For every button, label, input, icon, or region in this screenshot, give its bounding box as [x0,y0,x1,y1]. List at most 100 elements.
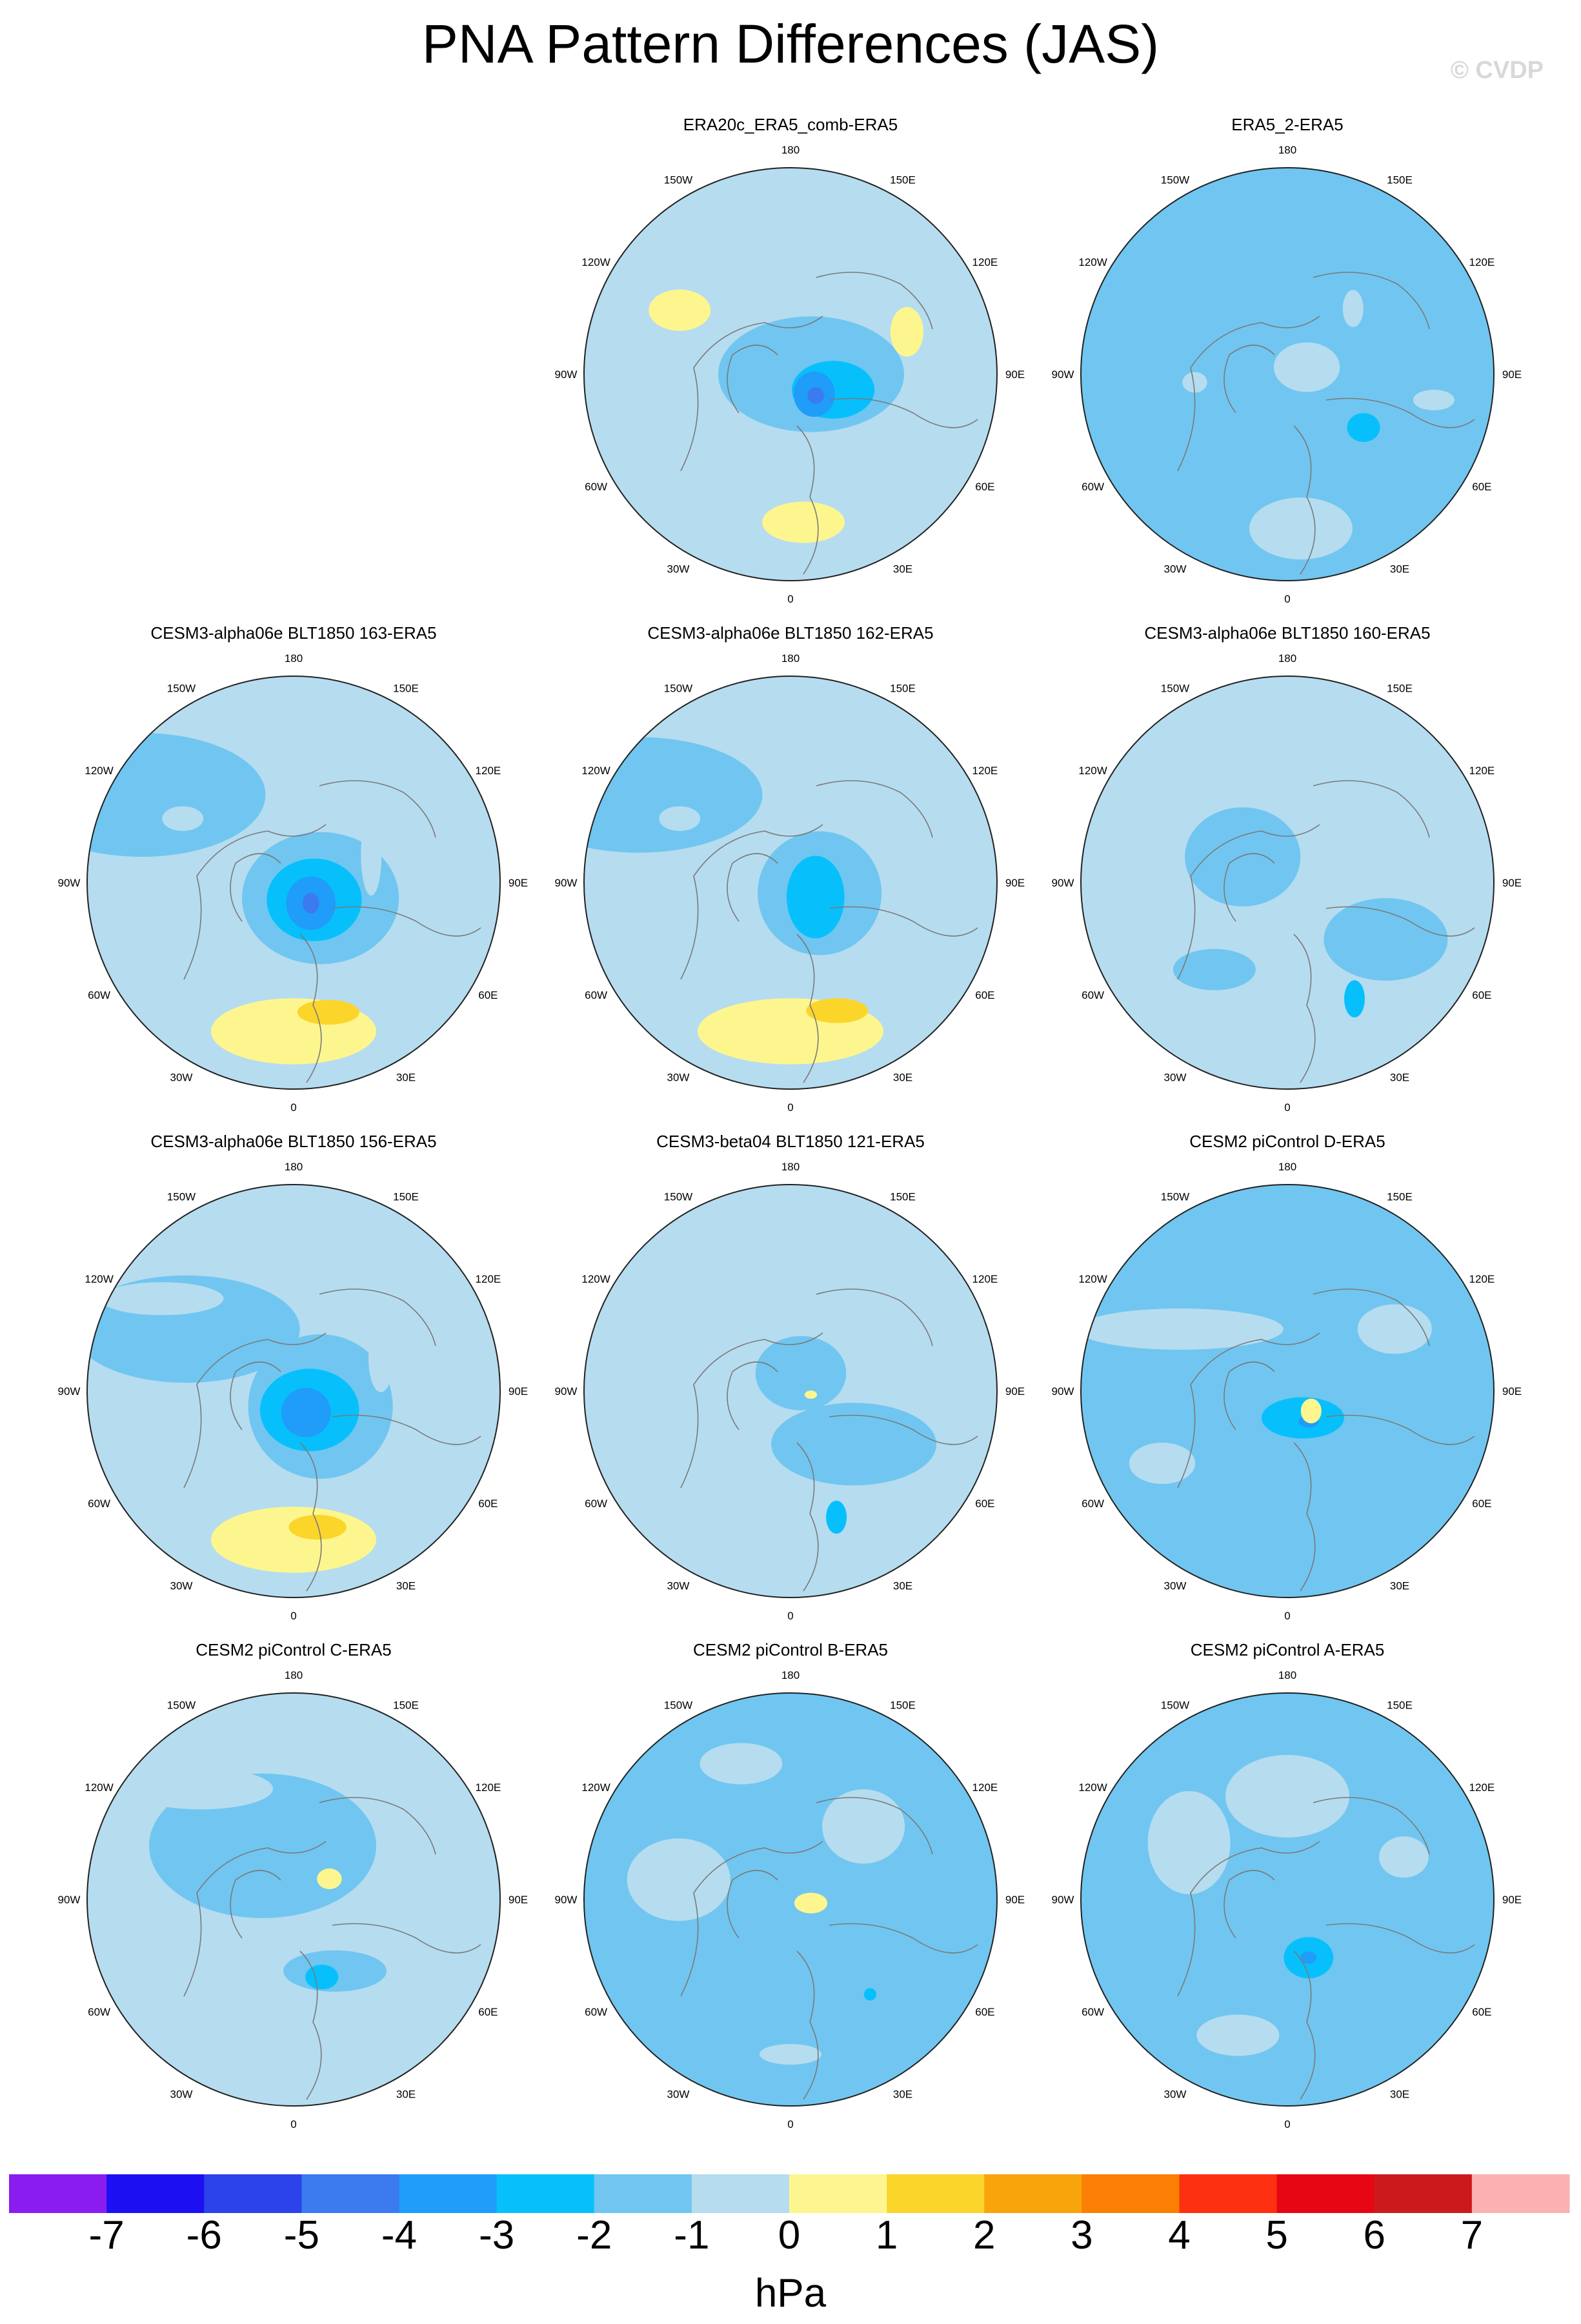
coastline [183,1841,327,1997]
coastline [829,906,978,937]
coastline [796,1950,819,2100]
longitude-label: 150E [393,683,419,695]
panel-title: ERA20c_ERA5_comb-ERA5 [683,115,898,134]
map-boundary [1080,1184,1495,1598]
longitude-label: 150E [1387,683,1413,695]
colorbar-swatch [1276,2174,1375,2213]
longitude-label: 60W [88,989,110,1001]
longitude-label: 150W [167,683,196,695]
coastline [1177,1841,1320,1997]
colorbar-swatch [496,2174,595,2213]
longitude-label: 30W [667,1071,690,1083]
longitude-label: 120E [476,1781,501,1794]
coastline [727,1361,778,1430]
polar-map: 180 150E 120E 90E 60E 30E 0 30W 60W 90W 120W 150W [1052,1669,1522,2130]
coastline [796,425,819,575]
longitude-label: 120W [581,765,610,777]
coastline [829,1414,978,1445]
longitude-label: 30W [667,2088,690,2100]
polar-map: 180 150E 120E 90E 60E 30E 0 30W 60W 90W 120W 150W [1052,652,1522,1114]
coastline [1293,1950,1316,2100]
coastline [829,397,978,428]
longitude-label: 0 [290,1101,296,1114]
coastline [299,1950,322,2100]
coastline [1313,1288,1430,1347]
polar-map: 180 150E 120E 90E 60E 30E 0 30W 60W 90W 120W 150W [555,1161,1025,1622]
anomaly-contour-region [1357,1304,1432,1354]
longitude-label: 30E [396,1579,416,1592]
colorbar-tick-label: -4 [381,2213,418,2258]
longitude-label: 90E [1005,1385,1025,1397]
longitude-label: 150W [664,174,692,186]
longitude-label: 180 [1278,652,1296,665]
longitude-label: 0 [290,1610,296,1622]
colorbar-tick-label: -5 [283,2213,319,2258]
colorbar-swatch [691,2174,790,2213]
anomaly-contour-region [804,1390,818,1399]
longitude-label: 150W [1161,174,1189,186]
longitude-label: 90E [509,1385,528,1397]
longitude-label: 120E [1469,1781,1495,1794]
anomaly-contour-region [1342,290,1364,328]
colorbar-swatch [1179,2174,1278,2213]
coastline [796,1442,819,1592]
longitude-label: 60E [478,1498,498,1510]
colorbar-tick-label: -6 [186,2213,222,2258]
coastline [727,1870,778,1939]
anomaly-contour-region [211,1507,376,1573]
coastline [183,1332,327,1488]
longitude-label: 30E [396,1071,416,1083]
longitude-label: 30W [170,1071,193,1083]
map-boundary [86,1692,501,2107]
longitude-label: 180 [1278,1161,1296,1173]
longitude-label: 60E [975,1498,994,1510]
anomaly-contour-region [863,1988,876,2001]
panel-title: ERA5_2-ERA5 [1231,115,1344,134]
longitude-label: 150W [1161,683,1189,695]
longitude-label: 150W [167,1191,196,1203]
longitude-label: 120W [581,256,610,268]
coastline [319,1797,436,1855]
anomaly-contour-region [1344,980,1365,1017]
map-boundary [1080,676,1495,1090]
coastline [332,1923,481,1954]
anomaly-contour-region [1173,948,1256,990]
longitude-label: 30E [1390,563,1409,575]
longitude-label: 120W [1078,765,1107,777]
map-panel: CESM3-alpha06e BLT1850 162-ERA5 180 150E 12… [545,618,1036,1128]
anomaly-contour-region [1249,497,1353,560]
coastline [680,1841,823,1997]
coastline [230,1361,281,1430]
longitude-label: 30W [1164,1579,1187,1592]
longitude-label: 0 [1284,1610,1290,1622]
longitude-label: 30W [170,2088,193,2100]
anomaly-contour-region [807,387,824,404]
anomaly-contour-region [1300,1398,1322,1424]
anomaly-contour-region [826,1500,847,1534]
longitude-label: 30E [893,2088,912,2100]
longitude-label: 0 [1284,2118,1290,2130]
map-panel: CESM3-alpha06e BLT1850 160-ERA5 180 150E 12… [1042,618,1533,1128]
longitude-label: 90E [509,1894,528,1906]
coastline [1325,906,1475,937]
colorbar-swatch [301,2174,400,2213]
longitude-label: 120E [972,1273,998,1285]
coastline [332,1414,481,1445]
longitude-label: 90W [58,1385,81,1397]
longitude-label: 90W [555,1894,578,1906]
polar-map: 180 150E 120E 90E 60E 30E 0 30W 60W 90W 120W 150W [555,144,1025,605]
anomaly-contour-region [794,1892,828,1914]
anomaly-contour-region [1147,1791,1231,1894]
longitude-label: 150E [393,1191,419,1203]
longitude-label: 90W [1052,877,1074,889]
longitude-label: 90E [1502,877,1522,889]
longitude-label: 120E [972,1781,998,1794]
coastline [1224,1361,1275,1430]
coastline [1293,934,1316,1083]
colorbar-tick-label: 7 [1460,2213,1484,2258]
longitude-label: 90W [1052,1894,1074,1906]
coastline [319,780,436,838]
map-panel: ERA20c_ERA5_comb-ERA5 180 150E 120E 90E 60E 30… [545,110,1036,619]
polar-map: 180 150E 120E 90E 60E 30E 0 30W 60W 90W 120W 150W [58,1161,529,1622]
credit-watermark: © CVDP [1450,57,1544,84]
